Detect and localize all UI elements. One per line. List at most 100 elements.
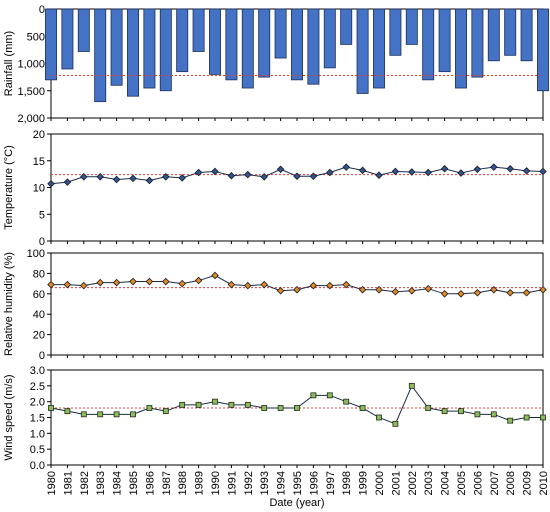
data-point [523, 414, 530, 421]
y-axis-label: Wind speed (m/s) [3, 374, 15, 460]
x-tick-label: 1986 [144, 471, 156, 495]
data-point [228, 401, 235, 408]
data-point [112, 278, 121, 287]
data-point [408, 382, 415, 389]
data-point [260, 173, 268, 181]
rainfall-bar [94, 8, 107, 103]
data-point [212, 398, 218, 405]
data-point [227, 280, 236, 289]
panel-frame [50, 369, 544, 466]
x-tick-label: 2000 [374, 471, 386, 495]
data-point [162, 173, 170, 181]
y-tick-label: 60 [33, 289, 45, 301]
data-point [490, 411, 497, 418]
data-point [424, 284, 432, 293]
rainfall-bar [241, 8, 254, 89]
data-point [392, 420, 399, 427]
data-point [145, 176, 154, 185]
y-axis-label: Relative humidity (%) [3, 252, 15, 356]
data-point [326, 281, 334, 290]
x-tick-label: 1989 [194, 471, 206, 495]
data-point [539, 167, 547, 176]
panel-2: 0 5 10 15 20 Temperature (°C) [3, 129, 547, 248]
data-point [96, 173, 104, 181]
data-point [63, 178, 72, 186]
data-point [458, 408, 464, 415]
data-point [113, 411, 120, 418]
data-point [194, 276, 203, 285]
y-tick-label: 3.0 [30, 365, 45, 377]
rainfall-bar [77, 8, 90, 52]
data-point [47, 280, 55, 289]
data-point [112, 175, 121, 184]
x-tick-label: 2008 [505, 471, 517, 495]
data-point [80, 411, 87, 418]
data-point [457, 290, 465, 298]
x-tick-label: 2010 [538, 471, 550, 495]
x-tick-label: 1994 [276, 471, 288, 495]
data-point [376, 414, 382, 421]
data-point [441, 408, 448, 415]
data-point [507, 417, 514, 424]
rainfall-bar [471, 8, 484, 78]
y-tick-label: 0.5 [30, 444, 45, 456]
x-tick-label: 1985 [128, 471, 140, 495]
data-point [359, 405, 366, 411]
data-point [146, 405, 153, 411]
data-point [457, 169, 465, 177]
data-point [178, 279, 186, 288]
data-point [440, 165, 449, 173]
data-point [473, 289, 482, 297]
rainfall-bar [389, 8, 402, 56]
data-point [490, 163, 498, 171]
y-tick-label: 100 [27, 248, 45, 260]
data-point [309, 281, 318, 290]
data-point [474, 411, 481, 418]
data-point [473, 165, 482, 174]
y-tick-label: 20 [33, 129, 45, 141]
rainfall-bar [192, 8, 205, 52]
y-tick-label: 1.5 [30, 413, 45, 425]
x-tick-label: 2003 [423, 471, 435, 495]
y-tick-label: 80 [33, 268, 45, 280]
rainfall-bar [422, 8, 435, 81]
data-point [391, 167, 400, 176]
data-point [506, 165, 514, 173]
data-point [63, 280, 72, 289]
y-tick-label: 1.0 [30, 428, 45, 440]
x-tick-label: 1990 [210, 471, 222, 495]
rainfall-bar [405, 8, 418, 45]
rainfall-bar [537, 8, 549, 92]
rainfall-bar [209, 8, 221, 75]
data-point [97, 411, 104, 418]
y-tick-label: 15 [33, 156, 45, 168]
data-point [540, 414, 546, 421]
data-point [424, 168, 432, 177]
rainfall-bar [520, 8, 533, 62]
data-point [129, 174, 137, 183]
panel-1: 0 500 1,000 1,500 2,000 Rainfall (mm) [3, 4, 549, 125]
x-tick-label: 2001 [390, 471, 402, 495]
data-point [80, 173, 88, 181]
data-point [539, 285, 547, 294]
data-point [48, 405, 54, 411]
rainfall-bar [258, 8, 271, 78]
y-tick-label: 40 [33, 309, 45, 321]
y-tick-label: 0.0 [30, 460, 45, 472]
data-point [179, 401, 186, 408]
rainfall-bar [176, 8, 189, 73]
x-tick-label: 2002 [407, 471, 419, 495]
data-point [425, 405, 432, 411]
data-point [130, 411, 136, 418]
data-point [227, 171, 236, 180]
data-point [342, 280, 350, 289]
y-tick-label: 2.5 [30, 381, 45, 393]
x-tick-label: 1982 [79, 471, 91, 495]
x-tick-label: 2007 [489, 471, 501, 495]
x-tick-label: 1993 [259, 471, 271, 495]
panel-frame [50, 252, 544, 356]
data-point [294, 405, 300, 411]
x-tick-label: 1983 [95, 471, 107, 495]
data-point [326, 392, 333, 399]
y-tick-label: 0 [39, 4, 45, 16]
